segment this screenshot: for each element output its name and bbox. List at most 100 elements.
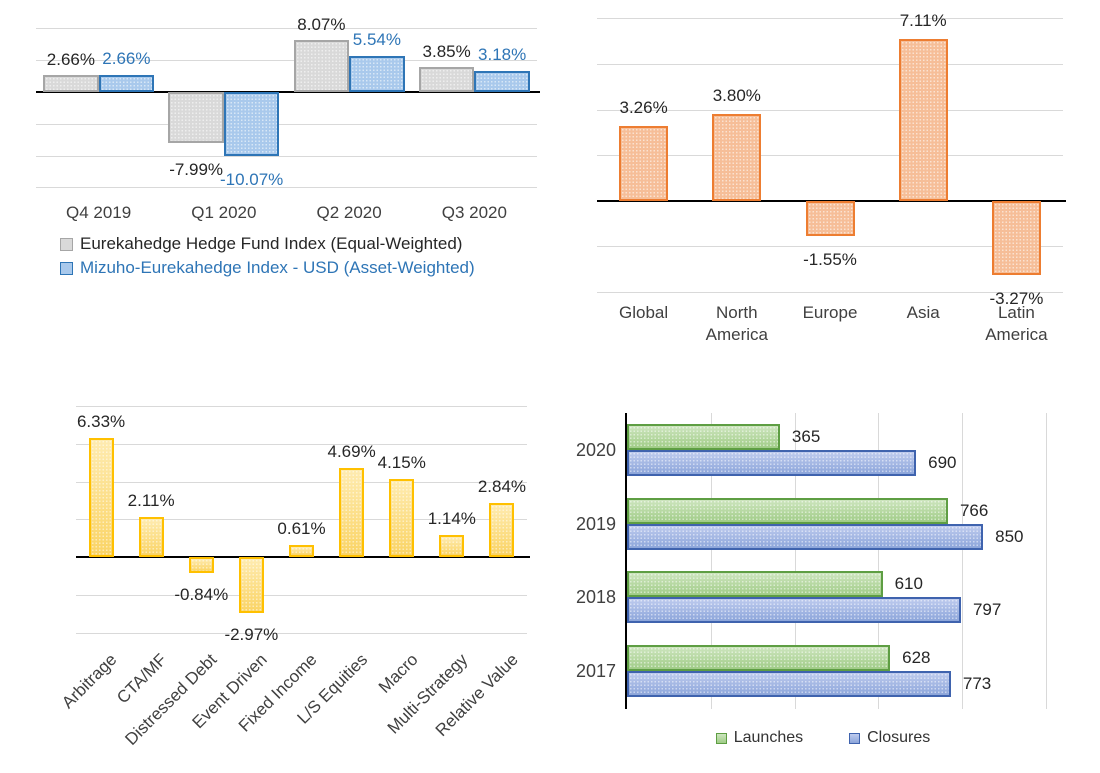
bar — [138, 517, 164, 557]
data-label: -1.55% — [803, 250, 857, 270]
legend-item-closures: Closures — [849, 726, 930, 750]
bar — [43, 74, 99, 92]
value-label: 850 — [995, 526, 1024, 546]
gridline — [36, 59, 537, 61]
data-label: -7.99% — [169, 159, 224, 179]
gridline — [76, 519, 527, 521]
legend-item-launches: Launches — [715, 726, 804, 750]
bar — [627, 597, 961, 623]
gridline — [36, 123, 537, 125]
value-label: 690 — [928, 453, 957, 472]
data-label: -0.84% — [174, 584, 229, 604]
value-label: 610 — [894, 574, 923, 593]
value-label: 365 — [791, 427, 821, 446]
bar — [88, 437, 114, 557]
bar — [627, 523, 984, 550]
gridline — [36, 187, 537, 189]
legend-label-launches: Launches — [733, 729, 804, 746]
bar — [223, 91, 280, 156]
legend-item-equal-weighted: Eurekahedge Hedge Fund Index (Equal-Weig… — [60, 232, 475, 256]
legend-label-asset-weighted: Mizuho-Eurekahedge Index - USD (Asset-We… — [80, 258, 475, 277]
data-label: 2.11% — [127, 491, 175, 511]
legend-label-equal-weighted: Eurekahedge Hedge Fund Index (Equal-Weig… — [80, 234, 463, 253]
value-label: 797 — [972, 600, 1002, 619]
legend-label-closures: Closures — [867, 729, 931, 746]
bar — [349, 56, 405, 92]
year-label: 2017 — [575, 660, 616, 681]
bar — [474, 71, 530, 92]
gridline — [597, 292, 1063, 293]
value-label: 766 — [959, 500, 989, 520]
data-label: 4.15% — [377, 452, 426, 472]
category-label: Europe — [802, 303, 858, 322]
bar — [168, 91, 224, 143]
gridline — [36, 28, 537, 29]
bar — [389, 478, 415, 557]
bar — [712, 114, 762, 201]
bar — [627, 450, 917, 476]
category-label: Q2 2020 — [316, 203, 382, 222]
gridline — [76, 443, 527, 445]
data-label: 8.07% — [297, 15, 346, 35]
bar — [418, 67, 475, 92]
data-label: 2.84% — [477, 477, 527, 497]
data-label: -2.97% — [224, 625, 279, 645]
legend-swatch-closures — [849, 732, 861, 744]
data-label: -10.07% — [219, 169, 284, 189]
gridline — [36, 155, 537, 157]
year-label: 2019 — [575, 513, 616, 534]
data-label: 2.66% — [46, 49, 95, 69]
data-label: 3.26% — [619, 98, 668, 118]
year-label: 2020 — [575, 440, 616, 460]
category-label: Q3 2020 — [441, 203, 507, 222]
gridline — [76, 632, 527, 634]
gridline — [76, 481, 527, 483]
gridline — [878, 413, 880, 709]
value-label: 773 — [962, 673, 992, 693]
gridline — [76, 406, 527, 407]
bar — [627, 670, 951, 697]
gridline — [597, 246, 1063, 248]
bar — [619, 126, 669, 201]
gridline — [710, 413, 712, 709]
legend-quarterly-chart: Eurekahedge Hedge Fund Index (Equal-Weig… — [60, 232, 475, 280]
gridline — [597, 155, 1063, 157]
gridline — [1046, 413, 1047, 709]
value-label: 628 — [902, 647, 931, 667]
bar — [898, 38, 948, 201]
gridline — [597, 18, 1063, 20]
legend-item-asset-weighted: Mizuho-Eurekahedge Index - USD (Asset-We… — [60, 256, 475, 280]
data-label: 3.85% — [422, 42, 471, 62]
legend-launches-closures: Launches Closures — [613, 726, 1033, 750]
data-label: 7.11% — [899, 10, 947, 30]
gridline — [794, 413, 796, 709]
data-label: 6.33% — [76, 411, 126, 431]
value-axis — [625, 413, 627, 709]
category-label: North America — [705, 303, 768, 344]
category-label: Latin America — [985, 303, 1048, 344]
bar — [439, 535, 465, 557]
bar — [627, 571, 883, 597]
bar — [627, 497, 948, 524]
category-label: Asia — [906, 303, 940, 322]
bar — [293, 40, 350, 92]
zero-axis — [76, 556, 530, 558]
gridline — [597, 109, 1063, 111]
bar — [627, 644, 891, 671]
bar — [627, 424, 780, 450]
data-label: 3.18% — [478, 45, 527, 65]
data-label: 0.61% — [277, 519, 326, 539]
gridline — [597, 64, 1063, 65]
category-label: Q1 2020 — [191, 203, 257, 222]
category-label: Global — [619, 303, 669, 322]
year-label: 2018 — [575, 587, 616, 607]
bar — [289, 545, 314, 557]
data-label: -3.27% — [989, 289, 1044, 309]
data-label: 5.54% — [352, 30, 401, 50]
bar — [805, 200, 855, 237]
data-label: 1.14% — [427, 509, 476, 529]
